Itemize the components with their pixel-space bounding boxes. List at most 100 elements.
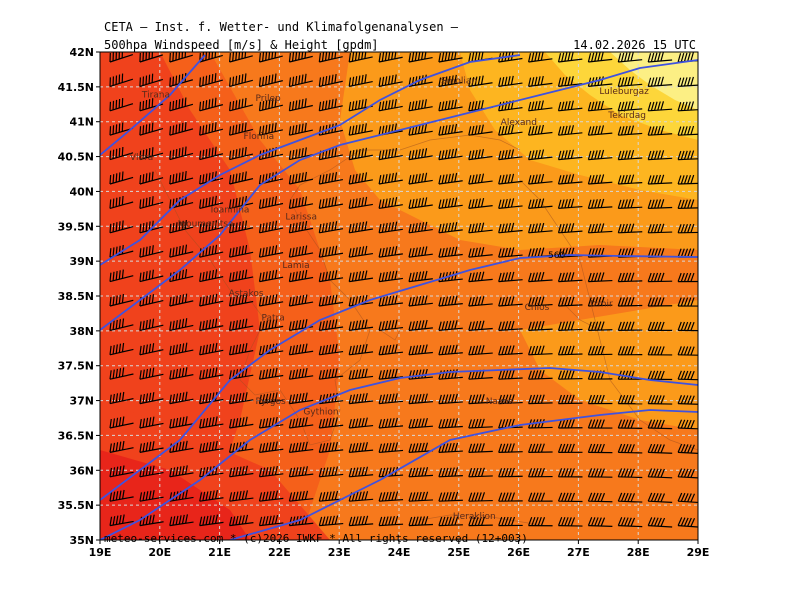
barb-feather: [378, 53, 382, 63]
barb-feather: [677, 370, 682, 380]
barb-feather: [381, 516, 386, 526]
barb-feather: [321, 223, 325, 233]
barb-feather: [534, 247, 538, 257]
barb-feather: [594, 394, 599, 404]
barb-feather: [288, 394, 292, 404]
barb-feather: [507, 418, 512, 428]
barb-feather: [507, 125, 511, 135]
barb-feather: [387, 149, 391, 159]
barb-feather: [235, 295, 238, 305]
barb-feather: [600, 492, 606, 502]
barb-feather: [229, 272, 232, 282]
barb-feather: [241, 74, 244, 84]
barb-feather: [557, 223, 562, 233]
barb-feather: [384, 76, 388, 86]
barb-feather: [394, 221, 398, 231]
barb-feather: [244, 97, 247, 107]
wind-barb: [379, 400, 404, 405]
barb-feather: [534, 52, 538, 62]
barb-feather: [384, 467, 389, 477]
barb-feather: [318, 443, 323, 453]
wind-barb: [259, 301, 284, 307]
barb-feather: [304, 269, 308, 279]
barb-feather: [441, 125, 445, 135]
barb-feather: [364, 515, 369, 525]
barb-feather: [208, 52, 211, 60]
barb-feather: [594, 297, 599, 306]
barb-feather: [451, 516, 456, 526]
wind-barb: [678, 427, 698, 430]
barb-feather: [501, 492, 506, 502]
barb-feather: [498, 150, 502, 160]
barb-feather: [570, 370, 575, 380]
barb-feather: [414, 247, 418, 257]
barb-feather: [438, 370, 442, 380]
barb-feather: [690, 468, 695, 478]
barb-feather: [417, 222, 422, 232]
wind-barb: [139, 496, 164, 502]
barb-feather: [677, 346, 682, 356]
barb-feather: [325, 491, 329, 501]
barb-feather: [600, 125, 605, 135]
barb-feather: [384, 271, 388, 281]
wind-barbs: [109, 52, 698, 528]
wind-barb: [169, 423, 194, 429]
barb-feather: [229, 345, 232, 355]
barb-feather: [178, 221, 181, 231]
barb-feather: [358, 75, 361, 85]
barb-feather: [258, 77, 262, 87]
barb-feather: [481, 418, 485, 428]
barb-feather: [424, 74, 427, 84]
barb-feather: [474, 394, 479, 404]
barb-feather: [408, 321, 412, 331]
barb-feather: [504, 492, 509, 502]
wind-barb: [618, 451, 643, 454]
barb-feather: [172, 52, 175, 62]
barb-feather: [288, 199, 292, 209]
barb-feather: [591, 101, 595, 111]
barb-feather: [331, 148, 334, 158]
barb-feather: [334, 417, 338, 427]
barb-feather: [301, 74, 304, 84]
barb-feather: [199, 272, 202, 282]
city-label: Alexand: [501, 118, 537, 128]
barb-feather: [408, 199, 412, 209]
barb-feather: [199, 223, 202, 233]
barb-feather: [630, 395, 635, 404]
barb-feather: [394, 147, 398, 158]
barb-feather: [561, 150, 565, 160]
wind-barb: [199, 202, 224, 209]
barb-feather: [528, 150, 532, 160]
barb-feather: [587, 346, 592, 355]
wind-barb: [468, 327, 493, 331]
barb-feather: [501, 199, 505, 209]
barb-feather: [121, 440, 125, 450]
barb-feather: [381, 418, 386, 428]
barb-feather: [202, 271, 205, 282]
barb-feather: [657, 370, 662, 380]
wind-barb: [259, 522, 284, 527]
barb-feather: [557, 101, 562, 111]
barb-feather: [244, 514, 249, 524]
barb-feather: [199, 443, 202, 453]
wind-barb: [558, 304, 583, 307]
barb-feather: [557, 394, 562, 404]
barb-feather: [139, 345, 142, 355]
barb-feather: [205, 271, 208, 281]
wind-barb: [408, 425, 433, 429]
barb-feather: [534, 321, 539, 331]
barb-feather: [687, 468, 692, 478]
barb-feather: [304, 245, 308, 255]
wind-barb: [289, 498, 314, 502]
barb-feather: [468, 175, 472, 185]
barb-feather: [334, 319, 338, 329]
barb-feather: [169, 516, 173, 526]
barb-feather: [683, 395, 689, 405]
wind-barb: [558, 205, 583, 209]
barb-feather: [647, 321, 652, 331]
barb-feather: [564, 223, 568, 233]
lon-tick-label: 20E: [148, 546, 171, 559]
barb-feather: [202, 296, 205, 306]
barb-feather: [258, 272, 262, 282]
wind-barb: [408, 130, 433, 136]
